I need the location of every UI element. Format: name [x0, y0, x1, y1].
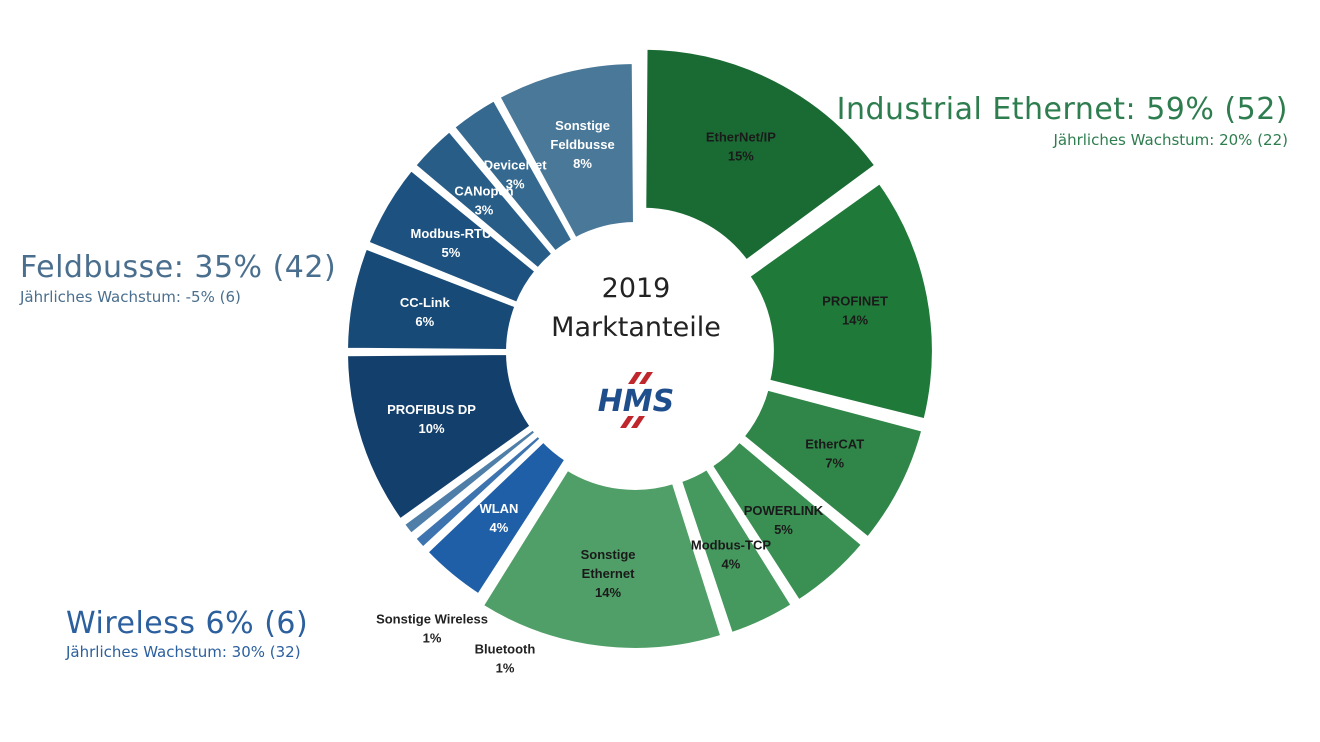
slice-powerlink: [707, 437, 867, 605]
slice-wlan: [423, 437, 570, 599]
slice-label-ethernet-ip: EtherNet/IP 15%: [706, 130, 776, 164]
slice-ethernet-ip: [642, 45, 880, 265]
group-title-feldbusse: Feldbusse: 35% (42): [20, 250, 337, 285]
group-title-wireless: Wireless 6% (6): [66, 606, 309, 641]
hms-logo: HMS: [598, 372, 675, 428]
slice-bluetooth: [411, 431, 545, 552]
slice-modbus-rtu: [364, 166, 540, 307]
group-subtitle-industrial-ethernet: Jährliches Wachstum: 20% (22): [1053, 131, 1288, 149]
slice-label-sonstige-ethernet: Sonstige Ethernet 14%: [581, 547, 636, 600]
donut-slice-labels: EtherNet/IP 15% PROFINET 14% EtherCAT 7% POWER…: [376, 118, 888, 676]
donut-slices: [343, 45, 936, 652]
slice-label-canopen: CANopen 3%: [454, 183, 513, 217]
slice-ethercat: [739, 385, 926, 542]
slice-sonstige-ethernet: [478, 465, 725, 652]
slice-label-profinet: PROFINET 14%: [822, 294, 888, 328]
center-year: 2019: [602, 273, 671, 304]
group-title-industrial-ethernet: Industrial Ethernet: 59% (52): [836, 92, 1288, 127]
svg-text:HMS: HMS: [598, 384, 675, 419]
center-title: Marktanteile: [551, 312, 721, 343]
slice-modbus-tcp: [677, 465, 796, 637]
slice-profibus-dp: [343, 350, 535, 524]
slice-canopen: [411, 127, 557, 273]
slice-profinet: [745, 179, 936, 423]
slice-label-sonstige-feldbusse: Sonstige Feldbusse 8%: [550, 118, 614, 171]
slice-label-bluetooth: Bluetooth 1%: [475, 642, 536, 676]
group-subtitle-wireless: Jährliches Wachstum: 30% (32): [66, 643, 301, 661]
slice-label-wlan: WLAN 4%: [479, 501, 518, 535]
group-subtitle-feldbusse: Jährliches Wachstum: -5% (6): [20, 288, 241, 306]
slice-label-cc-link: CC-Link 6%: [400, 295, 451, 329]
slice-label-profibus-dp: PROFIBUS DP 10%: [387, 402, 476, 436]
slice-sonstige-feldbusse: [495, 59, 638, 243]
slice-devicenet: [450, 96, 577, 256]
slice-cc-link: [343, 244, 520, 354]
slice-label-modbus-rtu: Modbus-RTU 5%: [411, 226, 492, 260]
slice-label-sonstige-wireless: Sonstige Wireless 1%: [376, 612, 488, 646]
slice-label-modbus-tcp: Modbus-TCP 4%: [691, 537, 771, 571]
slice-label-devicenet: DeviceNet 3%: [484, 158, 548, 192]
slice-label-ethercat: EtherCAT 7%: [805, 437, 864, 471]
slice-sonstige-wireless: [399, 425, 540, 538]
slice-label-powerlink: POWERLINK 5%: [744, 503, 824, 537]
